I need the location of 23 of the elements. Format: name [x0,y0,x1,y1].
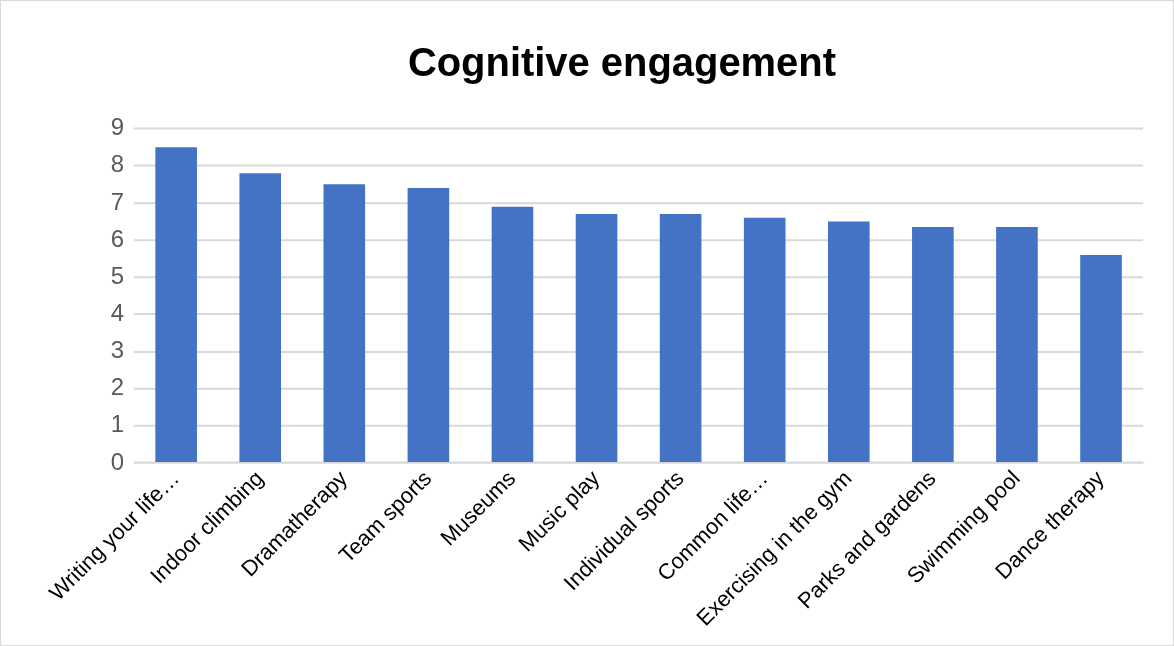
y-tick-label: 0 [110,447,125,475]
bar [491,206,534,463]
bar [1080,254,1122,463]
y-tick-label: 7 [110,187,125,215]
bar [575,214,618,463]
bar [323,184,366,463]
y-tick-label: 5 [110,261,125,289]
y-tick-label: 2 [110,373,125,401]
y-tick-label: 1 [110,410,125,438]
chart-title: Cognitive engagement [407,39,836,84]
y-tick-label: 9 [110,113,125,141]
y-tick-label: 8 [110,150,125,178]
bar [743,217,786,463]
y-tick-label: 3 [110,336,125,364]
bar [407,188,450,463]
bar [659,214,702,463]
bar [996,227,1038,463]
bar [912,227,954,463]
bar [827,221,870,463]
bar [239,173,282,463]
y-tick-label: 4 [110,299,125,327]
bar [155,147,197,463]
y-tick-label: 6 [110,224,125,252]
